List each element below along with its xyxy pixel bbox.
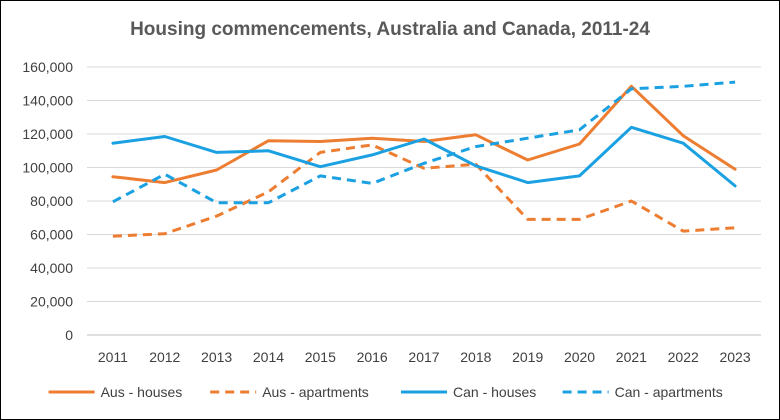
series-line-2 — [112, 143, 736, 238]
x-axis-tick-labels: 2011 2012 2013 2014 2015 2016 2017 2018 2019 2020… — [98, 349, 751, 365]
y-tick-label: 20,000 — [30, 294, 73, 310]
y-tick-label: 80,000 — [30, 193, 73, 209]
x-tick-label: 2013 — [201, 349, 232, 365]
y-tick-label: 40,000 — [30, 260, 73, 276]
y-axis-tick-labels: 0 20,000 40,000 60,000 80,000 100,000 120,000 1… — [22, 59, 73, 343]
x-tick-label: 2023 — [719, 349, 750, 365]
x-tick-label: 2022 — [668, 349, 699, 365]
legend-label-1: Aus - houses — [101, 384, 183, 400]
y-tick-label: 0 — [65, 327, 73, 343]
legend-label-2: Aus - apartments — [262, 384, 369, 400]
x-tick-label: 2014 — [253, 349, 284, 365]
x-tick-label: 2016 — [357, 349, 388, 365]
x-tick-label: 2021 — [616, 349, 647, 365]
series-line-3 — [111, 125, 737, 188]
y-tick-label: 140,000 — [22, 93, 73, 109]
y-tick-label: 160,000 — [22, 59, 73, 75]
series-line-1 — [111, 84, 737, 185]
x-tick-label: 2019 — [512, 349, 543, 365]
x-tick-label: 2017 — [408, 349, 439, 365]
x-tick-label: 2011 — [98, 349, 128, 365]
grid-lines — [87, 66, 761, 336]
series-lines — [111, 80, 737, 238]
x-tick-label: 2015 — [305, 349, 336, 365]
chart-title: Housing commencements, Australia and Can… — [130, 19, 650, 40]
legend-label-3: Can - houses — [453, 384, 536, 400]
x-tick-label: 2012 — [149, 349, 180, 365]
legend: Aus - houses Aus - apartments Can - houses… — [48, 384, 723, 400]
y-tick-label: 120,000 — [22, 126, 73, 142]
legend-label-4: Can - apartments — [615, 384, 723, 400]
x-tick-label: 2020 — [564, 349, 595, 365]
y-tick-label: 60,000 — [30, 227, 73, 243]
x-tick-label: 2018 — [460, 349, 491, 365]
series-line-4 — [112, 80, 736, 205]
y-tick-label: 100,000 — [22, 160, 73, 176]
